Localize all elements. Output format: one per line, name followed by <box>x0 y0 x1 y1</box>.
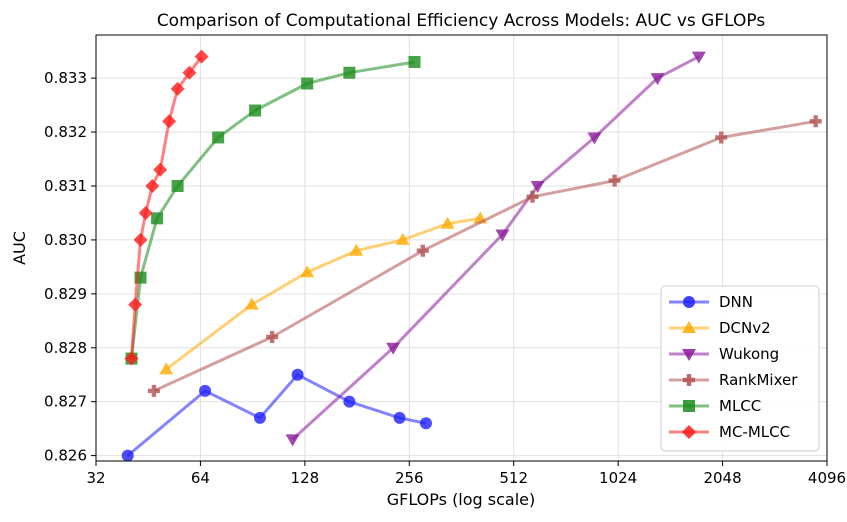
data-point-rankmixer <box>147 384 160 397</box>
data-point-mc-mlcc <box>182 65 197 80</box>
data-point-mlcc <box>301 77 314 90</box>
legend-item-rankmixer: RankMixer <box>669 371 798 389</box>
data-point-wukong <box>691 51 706 64</box>
data-point-mc-mlcc <box>133 232 148 247</box>
data-point-dnn <box>343 395 356 408</box>
data-point-mc-mlcc <box>162 114 177 129</box>
x-tick-label: 256 <box>395 469 424 487</box>
series-mc-mlcc <box>124 49 209 366</box>
data-point-wukong <box>530 180 545 193</box>
data-point-dcnv2 <box>159 362 174 375</box>
data-point-mc-mlcc <box>153 162 168 177</box>
x-tick-label: 64 <box>191 469 210 487</box>
legend: DNN DCNv2 Wukong RankMixer MLCC MC-MLCC <box>660 285 820 452</box>
series-wukong <box>285 51 706 447</box>
x-tick-label: 1024 <box>599 469 637 487</box>
chart-title: Comparison of Computational Efficiency A… <box>157 11 766 31</box>
data-point-dnn <box>199 384 212 397</box>
plot-frame <box>95 34 828 462</box>
y-tick-label: 0.826 <box>44 447 87 465</box>
x-tick-label: 128 <box>291 469 320 487</box>
series-layer <box>121 49 822 462</box>
data-point-rankmixer <box>715 131 728 144</box>
data-point-dnn <box>419 417 432 430</box>
data-point-dnn <box>291 368 304 381</box>
legend-item-dnn: DNN <box>669 293 753 311</box>
legend-item-mlcc: MLCC <box>669 397 761 415</box>
series-rankmixer <box>147 115 822 397</box>
y-tick-label: 0.827 <box>44 393 87 411</box>
data-point-rankmixer <box>526 190 539 203</box>
data-point-dcnv2 <box>395 232 410 245</box>
x-tick-label: 512 <box>499 469 528 487</box>
y-tick-label: 0.831 <box>44 177 87 195</box>
data-point-mlcc <box>249 104 262 117</box>
data-point-mlcc <box>408 55 421 68</box>
data-point-rankmixer <box>266 330 279 343</box>
data-point-mlcc <box>212 131 225 144</box>
data-point-dnn <box>253 411 266 424</box>
legend-item-mc-mlcc: MC-MLCC <box>669 423 790 441</box>
series-mlcc <box>125 55 421 365</box>
legend-item-wukong: Wukong <box>669 345 779 363</box>
data-point-wukong <box>587 132 602 145</box>
y-tick-label: 0.828 <box>44 339 87 357</box>
data-point-wukong <box>285 434 300 447</box>
x-tick-label: 32 <box>86 469 105 487</box>
x-tick-label: 2048 <box>703 469 741 487</box>
data-point-mc-mlcc <box>128 297 143 312</box>
data-point-dcnv2 <box>440 216 455 229</box>
ticks: 32 64 128 256 512 1024 2048 4096 0.826 0.827 0.828… <box>44 69 846 487</box>
data-point-mc-mlcc <box>145 178 160 193</box>
legend-marker <box>682 321 696 333</box>
data-point-mc-mlcc <box>194 49 209 64</box>
data-point-dnn <box>393 411 406 424</box>
data-point-dcnv2 <box>244 297 259 310</box>
legend-label: MC-MLCC <box>719 423 790 441</box>
legend-label: DCNv2 <box>719 319 771 337</box>
data-point-mc-mlcc <box>170 81 185 96</box>
legend-marker <box>683 400 695 412</box>
data-point-wukong <box>495 229 510 242</box>
legend-marker <box>683 296 695 308</box>
legend-label: DNN <box>719 293 753 311</box>
legend-marker <box>683 374 695 386</box>
series-line-mc-mlcc <box>130 55 203 359</box>
data-point-rankmixer <box>416 244 429 257</box>
data-point-rankmixer <box>608 174 621 187</box>
data-point-rankmixer <box>809 115 822 128</box>
y-tick-label: 0.833 <box>44 69 87 87</box>
legend-marker <box>682 349 696 361</box>
series-dnn <box>121 368 432 462</box>
x-tick-label: 4096 <box>808 469 846 487</box>
data-point-mlcc <box>343 66 356 79</box>
data-point-mlcc <box>151 212 164 225</box>
series-dcnv2 <box>159 211 488 375</box>
y-tick-label: 0.832 <box>44 123 87 141</box>
legend-label: MLCC <box>719 397 761 415</box>
y-tick-label: 0.830 <box>44 231 87 249</box>
legend-label: RankMixer <box>719 371 798 389</box>
data-point-mlcc <box>171 179 184 192</box>
legend-item-dcnv2: DCNv2 <box>669 319 771 337</box>
data-point-dcnv2 <box>300 265 315 278</box>
y-tick-label: 0.829 <box>44 285 87 303</box>
data-point-wukong <box>650 73 665 86</box>
y-axis-label: AUC <box>10 231 29 265</box>
data-point-mc-mlcc <box>138 205 153 220</box>
legend-marker <box>682 425 696 439</box>
data-point-wukong <box>386 342 401 355</box>
legend-label: Wukong <box>719 345 779 363</box>
data-point-dnn <box>121 449 134 462</box>
data-point-mc-mlcc <box>124 351 139 366</box>
data-point-dcnv2 <box>349 243 364 256</box>
x-axis-label: GFLOPs (log scale) <box>387 490 536 509</box>
